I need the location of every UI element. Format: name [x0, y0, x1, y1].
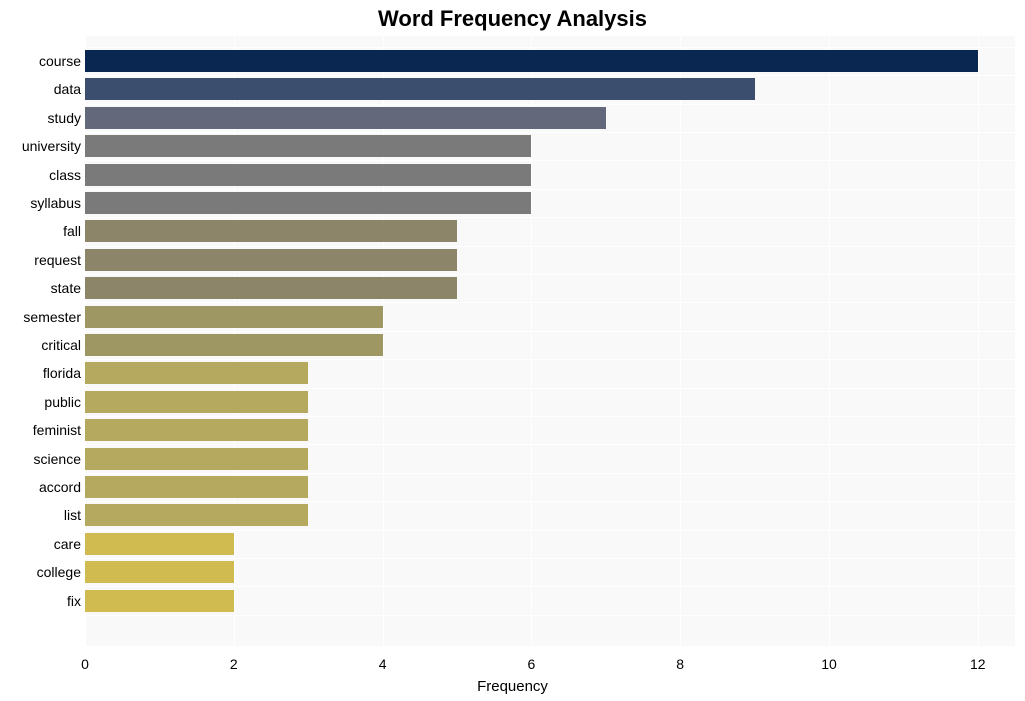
- bar: [85, 306, 383, 328]
- row-divider: [85, 586, 1015, 587]
- y-tick-label: feminist: [33, 419, 81, 441]
- row-divider: [85, 331, 1015, 332]
- row-divider: [85, 274, 1015, 275]
- gridline: [978, 36, 979, 646]
- bar: [85, 249, 457, 271]
- bar: [85, 419, 308, 441]
- bar: [85, 135, 531, 157]
- bar: [85, 277, 457, 299]
- y-tick-label: state: [51, 277, 81, 299]
- row-divider: [85, 104, 1015, 105]
- y-tick-label: semester: [23, 306, 81, 328]
- y-tick-label: study: [48, 107, 81, 129]
- row-divider: [85, 246, 1015, 247]
- row-divider: [85, 615, 1015, 616]
- bar: [85, 476, 308, 498]
- bar: [85, 78, 755, 100]
- row-divider: [85, 217, 1015, 218]
- row-divider: [85, 530, 1015, 531]
- row-divider: [85, 558, 1015, 559]
- y-tick-label: fix: [67, 590, 81, 612]
- y-tick-label: care: [54, 533, 81, 555]
- bars-layer: [85, 36, 1015, 646]
- x-axis-title: Frequency: [0, 678, 1025, 695]
- row-divider: [85, 473, 1015, 474]
- gridline: [680, 36, 681, 646]
- bar: [85, 220, 457, 242]
- bar: [85, 192, 531, 214]
- y-tick-label: data: [54, 78, 81, 100]
- bar: [85, 448, 308, 470]
- y-tick-label: florida: [43, 362, 81, 384]
- y-tick-label: university: [22, 135, 81, 157]
- row-divider: [85, 359, 1015, 360]
- row-divider: [85, 302, 1015, 303]
- x-tick-label: 6: [527, 656, 535, 672]
- word-frequency-chart: Word Frequency Analysis Frequency 0 2 4 6 8 1…: [0, 0, 1025, 701]
- y-tick-label: accord: [39, 476, 81, 498]
- row-divider: [85, 132, 1015, 133]
- x-tick-label: 8: [676, 656, 684, 672]
- bar: [85, 362, 308, 384]
- bar: [85, 334, 383, 356]
- plot-area: [85, 36, 1015, 646]
- row-divider: [85, 501, 1015, 502]
- x-tick-label: 4: [379, 656, 387, 672]
- row-divider: [85, 444, 1015, 445]
- x-tick-label: 0: [81, 656, 89, 672]
- gridline: [829, 36, 830, 646]
- y-tick-label: syllabus: [30, 192, 81, 214]
- bar: [85, 107, 606, 129]
- bar: [85, 391, 308, 413]
- y-tick-label: college: [37, 561, 81, 583]
- bar: [85, 533, 234, 555]
- row-divider: [85, 388, 1015, 389]
- row-divider: [85, 75, 1015, 76]
- y-tick-label: critical: [41, 334, 81, 356]
- bar: [85, 164, 531, 186]
- y-tick-label: request: [34, 249, 81, 271]
- chart-title: Word Frequency Analysis: [0, 6, 1025, 32]
- row-divider: [85, 416, 1015, 417]
- y-tick-label: class: [49, 164, 81, 186]
- bar: [85, 561, 234, 583]
- bar: [85, 504, 308, 526]
- row-divider: [85, 160, 1015, 161]
- y-tick-label: fall: [63, 220, 81, 242]
- y-tick-label: public: [44, 391, 81, 413]
- y-tick-label: list: [64, 504, 81, 526]
- x-tick-label: 12: [970, 656, 986, 672]
- y-tick-label: course: [39, 50, 81, 72]
- row-divider: [85, 189, 1015, 190]
- row-divider: [85, 47, 1015, 48]
- x-tick-label: 10: [821, 656, 837, 672]
- y-tick-label: science: [34, 448, 81, 470]
- bar: [85, 590, 234, 612]
- x-tick-label: 2: [230, 656, 238, 672]
- bar: [85, 50, 978, 72]
